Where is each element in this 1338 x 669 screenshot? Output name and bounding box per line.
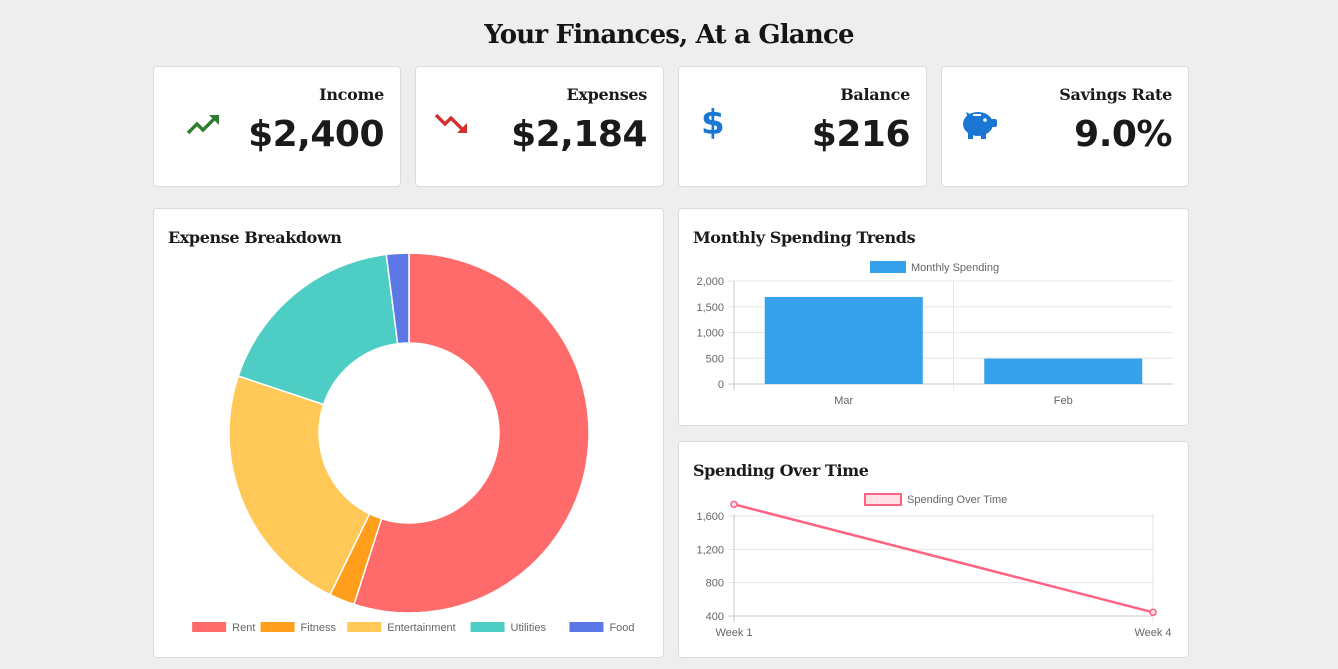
- y-tick-label: 2,000: [696, 276, 724, 288]
- series-line-spending-over-time: [733, 503, 1154, 614]
- legend-label-monthly-spending: Monthly Spending: [911, 262, 999, 274]
- income-value: $2,400: [248, 114, 384, 155]
- y-tick-label: 1,000: [696, 328, 724, 340]
- dollar-sign-icon: $: [701, 103, 725, 143]
- balance-label: Balance: [840, 85, 910, 104]
- slice-food: [385, 252, 410, 345]
- x-tick-label: Week 1: [715, 627, 752, 639]
- expenses-label: Expenses: [566, 85, 647, 104]
- expense-breakdown-title: Expense Breakdown: [168, 228, 342, 247]
- slice-utilities: [237, 253, 399, 406]
- legend-label-spending-over-time: Spending Over Time: [907, 494, 1007, 506]
- legend-label-utilities: Utilities: [511, 622, 547, 634]
- spending-over-time-title: Spending Over Time: [693, 461, 869, 480]
- income-card: Income $2,400: [153, 66, 401, 187]
- slice-entertainment: [228, 375, 371, 596]
- trending-up-icon: [186, 115, 219, 135]
- spending-over-time-panel: Spending Over Time Spending Over Time 1,6…: [678, 441, 1189, 658]
- x-tick-label: Week 4: [1134, 627, 1171, 639]
- legend-swatch-monthly-spending: [870, 261, 906, 273]
- y-tick-label: 800: [706, 578, 724, 590]
- legend-label-food: Food: [609, 622, 634, 634]
- x-tick-label: Feb: [1054, 395, 1073, 407]
- legend-swatch-rent: [192, 622, 227, 632]
- legend-swatch-entertainment: [347, 622, 382, 632]
- legend-label-fitness: Fitness: [301, 622, 337, 634]
- bar-mar: [764, 296, 923, 384]
- savings-rate-value: 9.0%: [1074, 114, 1172, 155]
- balance-value: $216: [811, 114, 911, 155]
- monthly-spending-panel: Monthly Spending Trends Monthly Spending…: [678, 208, 1189, 426]
- x-tick-label: Mar: [834, 395, 853, 407]
- legend-swatch-spending-over-time: [864, 493, 902, 506]
- legend-label-entertainment: Entertainment: [387, 622, 455, 634]
- y-tick-label: 1,200: [696, 544, 724, 556]
- legend-swatch-food: [569, 622, 604, 632]
- legend-swatch-fitness: [260, 622, 295, 632]
- monthly-spending-title: Monthly Spending Trends: [693, 228, 916, 247]
- savings-rate-label: Savings Rate: [1059, 85, 1172, 104]
- balance-card: $ Balance $216: [678, 66, 927, 187]
- page-title: Your Finances, At a Glance: [484, 20, 854, 50]
- trending-down-icon: [434, 113, 467, 133]
- spending-over-time-chart: Spending Over Time 1,600 1,200 800 400 Week 1…: [696, 493, 1172, 639]
- slice-rent: [353, 252, 590, 614]
- income-label: Income: [319, 85, 384, 104]
- y-tick-label: 400: [706, 611, 724, 623]
- point-week-4: [1149, 608, 1157, 617]
- bar-feb: [984, 358, 1143, 384]
- expense-breakdown-panel: Expense Breakdown Rent Fitness Entertainme…: [153, 208, 664, 658]
- monthly-spending-chart: Monthly Spending 2,000 1,500 1,000 500 0 Mar Fe…: [696, 261, 1173, 407]
- y-tick-label: 500: [706, 353, 724, 365]
- expense-breakdown-chart: Rent Fitness Entertainment Utilities Food: [192, 252, 635, 634]
- savings-rate-card: Savings Rate 9.0%: [941, 66, 1189, 187]
- legend-label-rent: Rent: [232, 622, 255, 634]
- piggy-bank-icon: [963, 112, 997, 139]
- y-tick-label: 0: [718, 379, 724, 391]
- legend-swatch-utilities: [470, 622, 505, 632]
- expenses-card: Expenses $2,184: [415, 66, 664, 187]
- y-tick-label: 1,500: [696, 302, 724, 314]
- y-tick-label: 1,600: [696, 511, 724, 523]
- expenses-value: $2,184: [511, 114, 647, 155]
- point-week-1: [730, 500, 738, 509]
